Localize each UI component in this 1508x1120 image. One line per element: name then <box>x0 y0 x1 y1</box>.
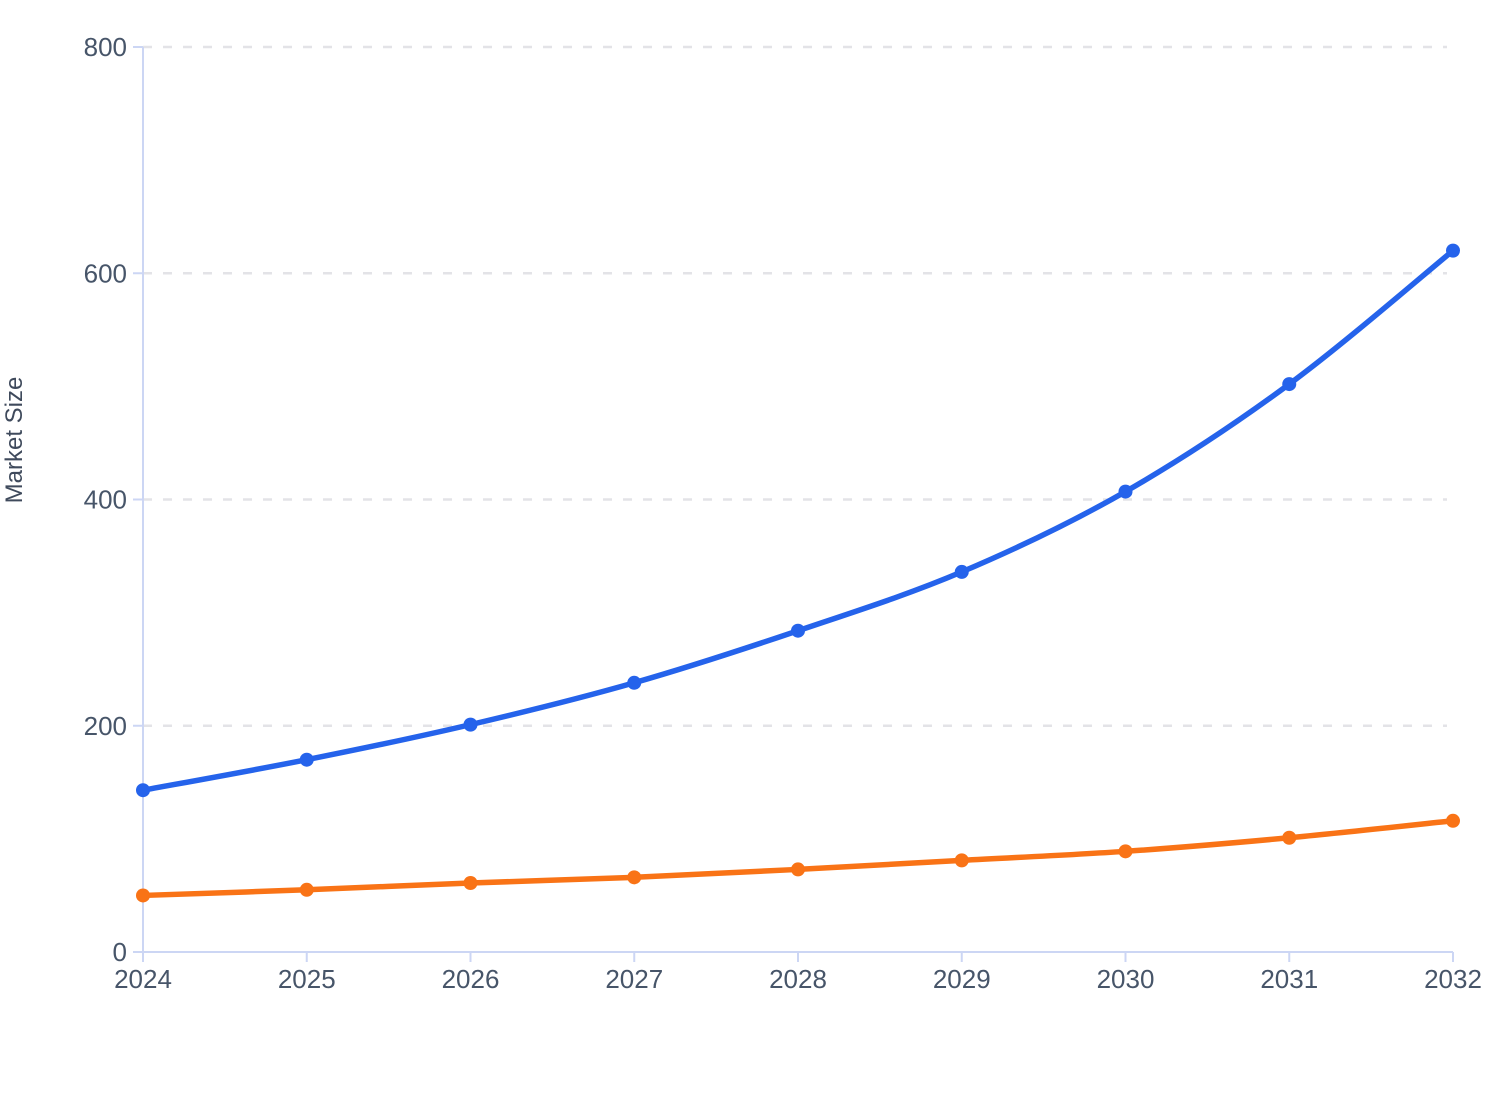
series-2-point-2029 <box>954 853 969 868</box>
series-1-point-2028 <box>791 623 805 638</box>
series-2-point-2027 <box>627 870 642 885</box>
x-tick-label-2024: 2024 <box>114 964 172 994</box>
y-tick-label-0: 0 <box>113 937 127 967</box>
series-2-point-2030 <box>1118 844 1133 859</box>
series-1-line <box>140 247 1456 793</box>
series-2-point-2031 <box>1282 830 1297 845</box>
series-2-point-2025 <box>299 882 314 897</box>
y-axis-title: Market Size <box>1 377 28 504</box>
series-1-point-2032 <box>1446 243 1460 258</box>
x-tick-label-2028: 2028 <box>769 964 827 994</box>
series-2-line <box>140 818 1456 899</box>
x-tick-label-2032: 2032 <box>1424 964 1482 994</box>
grid-layer <box>143 45 1447 727</box>
y-tick-label-200: 200 <box>84 711 127 741</box>
x-tick-label-2026: 2026 <box>442 964 500 994</box>
series-1-point-2029 <box>954 564 969 579</box>
series-2-point-2024 <box>136 888 150 903</box>
series-layer <box>136 243 1460 903</box>
x-tick-label-2029: 2029 <box>933 964 991 994</box>
y-tick-label-600: 600 <box>84 258 127 288</box>
y-tick-label-800: 800 <box>84 32 127 62</box>
series-1-point-2025 <box>299 752 314 767</box>
x-tick-label-2025: 2025 <box>278 964 336 994</box>
series-1-point-2027 <box>627 675 642 690</box>
series-1-point-2031 <box>1282 377 1297 392</box>
x-tick-label-2031: 2031 <box>1260 964 1318 994</box>
series-1-point-2030 <box>1118 484 1133 499</box>
x-tick-label-2030: 2030 <box>1097 964 1155 994</box>
x-tick-label-2027: 2027 <box>605 964 663 994</box>
series-2-point-2028 <box>791 862 805 877</box>
series-2-point-2032 <box>1446 813 1460 828</box>
series-1-point-2024 <box>136 783 150 798</box>
y-tick-label-400: 400 <box>84 485 127 515</box>
tick-label-layer: 0 200 400 600 800 2024 2025 2026 2027 2028 2029 203… <box>84 32 1482 994</box>
series-2-point-2026 <box>463 875 478 890</box>
series-1-point-2026 <box>463 717 478 732</box>
axis-layer <box>133 46 1454 962</box>
